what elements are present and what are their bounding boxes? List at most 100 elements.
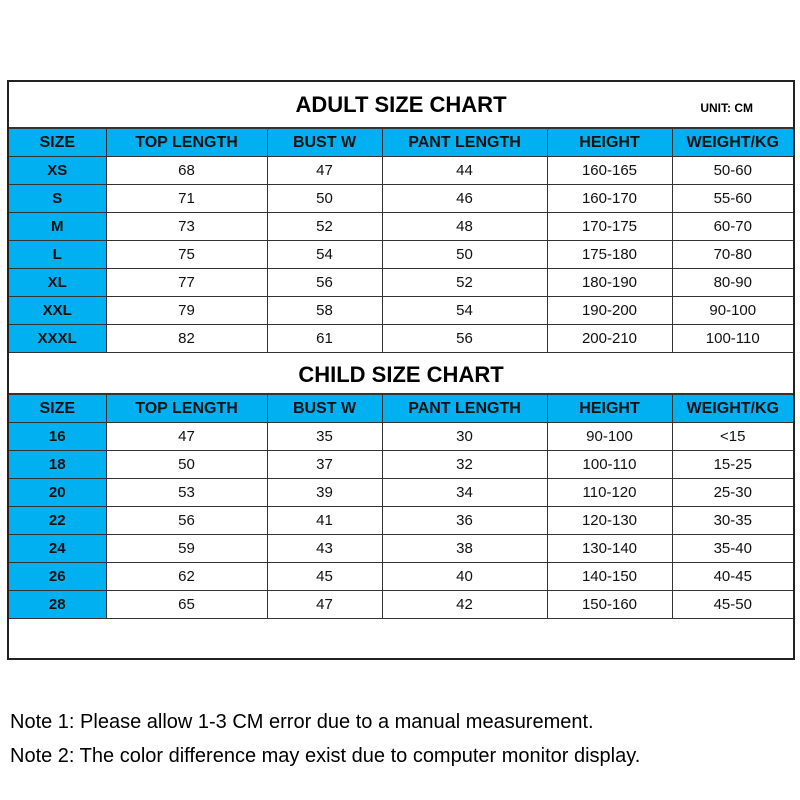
table-cell: 73 [105, 212, 268, 241]
size-cell: L [9, 240, 107, 269]
table-cell: 37 [266, 450, 383, 479]
table-cell: 53 [105, 478, 268, 507]
table-row: XXL 79 58 54 190-200 90-100 [9, 296, 793, 325]
table-cell: 130-140 [546, 534, 673, 563]
table-cell: 35-40 [671, 534, 793, 563]
table-cell: 38 [381, 534, 548, 563]
table-cell: 82 [105, 324, 268, 353]
table-cell: 140-150 [546, 562, 673, 591]
note-1: Note 1: Please allow 1-3 CM error due to… [10, 711, 594, 733]
size-cell: M [9, 212, 107, 241]
table-cell: 48 [381, 212, 548, 241]
table-cell: 77 [105, 268, 268, 297]
table-cell: 100-110 [546, 450, 673, 479]
table-cell: 50 [381, 240, 548, 269]
size-cell: 18 [9, 450, 107, 479]
table-cell: <15 [671, 422, 793, 451]
table-row: 18 50 37 32 100-110 15-25 [9, 450, 793, 479]
size-cell: 26 [9, 562, 107, 591]
table-cell: 190-200 [546, 296, 673, 325]
table-cell: 58 [266, 296, 383, 325]
table-cell: 56 [105, 506, 268, 535]
table-row: 22 56 41 36 120-130 30-35 [9, 506, 793, 535]
adult-title: ADULT SIZE CHART [295, 92, 507, 117]
table-cell: 41 [266, 506, 383, 535]
column-header: SIZE [9, 394, 107, 423]
table-cell: 40-45 [671, 562, 793, 591]
table-cell: 120-130 [546, 506, 673, 535]
table-cell: 70-80 [671, 240, 793, 269]
table-cell: 44 [381, 156, 548, 185]
table-cell: 71 [105, 184, 268, 213]
adult-table: SIZE TOP LENGTH BUST W PANT LENGTH HEIGHT WEI… [9, 128, 793, 353]
table-cell: 30-35 [671, 506, 793, 535]
column-header: WEIGHT/KG [671, 394, 793, 423]
table-cell: 200-210 [546, 324, 673, 353]
table-cell: 65 [105, 590, 268, 619]
table-cell: 54 [381, 296, 548, 325]
table-cell: 45 [266, 562, 383, 591]
table-cell: 47 [266, 156, 383, 185]
table-row: S 71 50 46 160-170 55-60 [9, 184, 793, 213]
size-cell: 20 [9, 478, 107, 507]
table-cell: 36 [381, 506, 548, 535]
table-cell: 62 [105, 562, 268, 591]
size-cell: XXL [9, 296, 107, 325]
column-header: TOP LENGTH [105, 128, 268, 157]
table-cell: 60-70 [671, 212, 793, 241]
table-cell: 46 [381, 184, 548, 213]
table-cell: 180-190 [546, 268, 673, 297]
table-row: XL 77 56 52 180-190 80-90 [9, 268, 793, 297]
column-header: TOP LENGTH [105, 394, 268, 423]
table-cell: 45-50 [671, 590, 793, 619]
table-row: XXXL 82 61 56 200-210 100-110 [9, 324, 793, 353]
table-cell: 34 [381, 478, 548, 507]
table-cell: 25-30 [671, 478, 793, 507]
table-cell: 55-60 [671, 184, 793, 213]
table-cell: 80-90 [671, 268, 793, 297]
table-cell: 160-165 [546, 156, 673, 185]
table-row: XS 68 47 44 160-165 50-60 [9, 156, 793, 185]
note-2: Note 2: The color difference may exist d… [10, 745, 641, 767]
child-table: SIZE TOP LENGTH BUST W PANT LENGTH HEIGHT WEI… [9, 394, 793, 619]
size-cell: XL [9, 268, 107, 297]
size-cell: 24 [9, 534, 107, 563]
adult-title-row: ADULT SIZE CHART UNIT: CM [9, 82, 793, 128]
size-chart: ADULT SIZE CHART UNIT: CM SIZE TOP LENGTH… [7, 80, 795, 660]
column-header: BUST W [266, 394, 383, 423]
size-cell: 22 [9, 506, 107, 535]
size-cell: 16 [9, 422, 107, 451]
child-header-row: SIZE TOP LENGTH BUST W PANT LENGTH HEIGHT WEI… [9, 394, 793, 423]
table-cell: 32 [381, 450, 548, 479]
column-header: HEIGHT [546, 128, 673, 157]
column-header: SIZE [9, 128, 107, 157]
unit-label: UNIT: CM [700, 101, 753, 115]
table-row: L 75 54 50 175-180 70-80 [9, 240, 793, 269]
table-row: 16 47 35 30 90-100 <15 [9, 422, 793, 451]
adult-header-row: SIZE TOP LENGTH BUST W PANT LENGTH HEIGHT WEI… [9, 128, 793, 157]
column-header: PANT LENGTH [381, 128, 548, 157]
table-cell: 79 [105, 296, 268, 325]
table-cell: 52 [266, 212, 383, 241]
table-cell: 52 [381, 268, 548, 297]
table-cell: 40 [381, 562, 548, 591]
size-cell: XXXL [9, 324, 107, 353]
table-cell: 68 [105, 156, 268, 185]
table-row: 24 59 43 38 130-140 35-40 [9, 534, 793, 563]
table-cell: 175-180 [546, 240, 673, 269]
table-cell: 42 [381, 590, 548, 619]
table-cell: 100-110 [671, 324, 793, 353]
table-cell: 54 [266, 240, 383, 269]
table-cell: 90-100 [671, 296, 793, 325]
table-cell: 47 [266, 590, 383, 619]
table-cell: 50-60 [671, 156, 793, 185]
table-cell: 90-100 [546, 422, 673, 451]
table-cell: 47 [105, 422, 268, 451]
table-cell: 59 [105, 534, 268, 563]
table-row: M 73 52 48 170-175 60-70 [9, 212, 793, 241]
table-cell: 15-25 [671, 450, 793, 479]
column-header: PANT LENGTH [381, 394, 548, 423]
table-cell: 43 [266, 534, 383, 563]
column-header: BUST W [266, 128, 383, 157]
table-cell: 50 [105, 450, 268, 479]
